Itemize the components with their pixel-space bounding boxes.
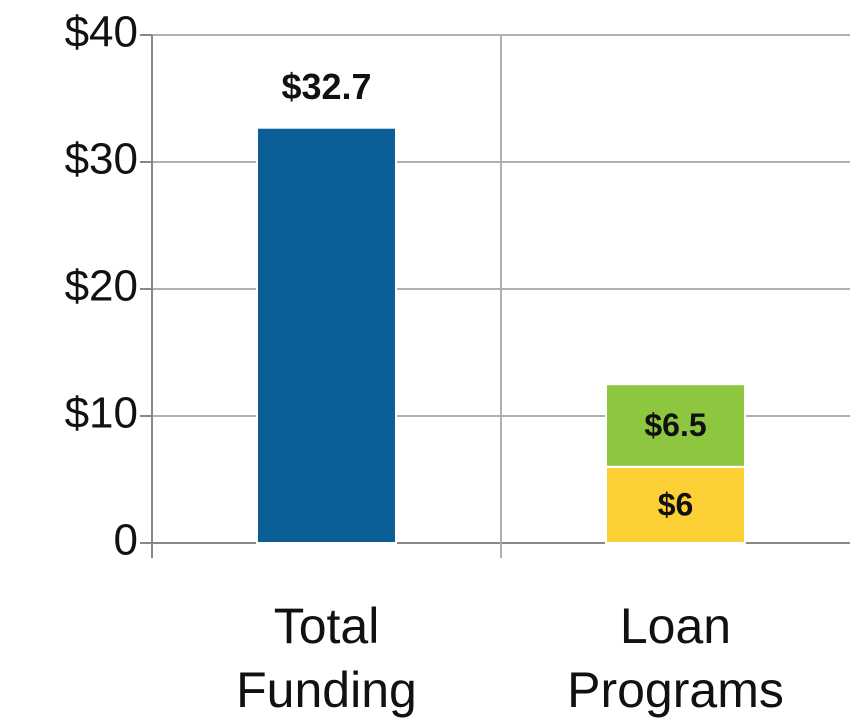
y-tick-label: $20 — [65, 262, 138, 311]
bar-segment — [256, 126, 397, 545]
data-label: $6.5 — [644, 407, 706, 443]
data-label: $6 — [658, 486, 694, 522]
y-tick-label: $40 — [65, 8, 138, 57]
x-tick-label: Total Funding — [236, 598, 417, 718]
bar-segment — [605, 465, 746, 544]
data-label: $32.7 — [281, 66, 371, 107]
y-tick-label: $30 — [65, 135, 138, 184]
y-tick-label: 0 — [114, 516, 138, 565]
bar-segment — [605, 383, 746, 468]
x-tick-label: Loan Programs — [567, 598, 784, 718]
y-tick-label: $10 — [65, 389, 138, 438]
